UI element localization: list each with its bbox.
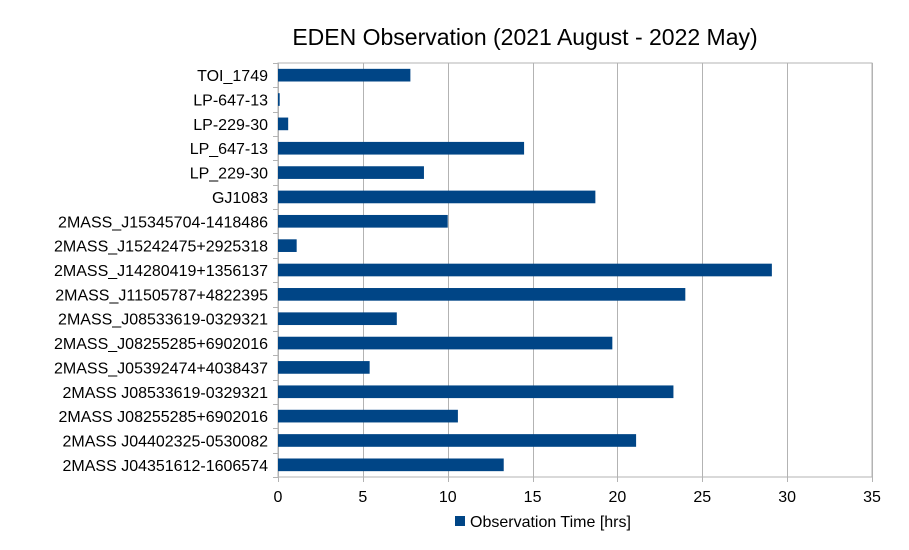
category-label: 2MASS_J11505787+4822395 <box>55 287 268 304</box>
category-label: TOI_1749 <box>197 68 268 85</box>
bar <box>278 361 370 374</box>
x-tick-label: 10 <box>439 489 457 506</box>
x-tick-label: 5 <box>358 489 367 506</box>
bar <box>278 214 448 228</box>
category-label: LP-647-13 <box>193 93 268 110</box>
category-label: 2MASS J08255285+6902016 <box>58 409 268 426</box>
bar <box>278 93 280 106</box>
legend: Observation Time [hrs] <box>455 514 631 531</box>
chart-title: EDEN Observation (2021 August - 2022 May… <box>292 24 757 50</box>
bar <box>278 190 596 204</box>
x-tick-label: 15 <box>524 489 542 506</box>
category-label: 2MASS_J08255285+6902016 <box>54 336 268 353</box>
category-label: LP_647-13 <box>190 141 268 158</box>
bar <box>278 288 686 301</box>
legend-swatch <box>455 516 465 526</box>
bar <box>278 434 637 447</box>
x-tick-labels: 0 5 10 15 20 25 30 35 <box>274 489 881 506</box>
category-label: 2MASS_J05392474+4038437 <box>54 360 268 377</box>
bar <box>278 263 772 277</box>
category-label: 2MASS J08533619-0329321 <box>63 385 269 402</box>
bar <box>278 239 297 252</box>
legend-label: Observation Time [hrs] <box>470 514 631 531</box>
bar <box>278 458 504 472</box>
bar <box>278 312 397 326</box>
bar <box>278 336 613 350</box>
bars <box>278 68 772 472</box>
bar <box>278 117 289 131</box>
category-label: 2MASS_J14280419+1356137 <box>54 263 268 280</box>
bar <box>278 385 674 399</box>
category-label: LP-229-30 <box>193 117 268 134</box>
category-labels: TOI_1749 LP-647-13 LP-229-30 LP_647-13 LP_22… <box>54 68 268 475</box>
category-label: 2MASS_J15345704-1418486 <box>58 214 268 231</box>
category-label: 2MASS J04351612-1606574 <box>63 458 269 475</box>
bar <box>278 409 458 423</box>
bar <box>278 68 411 82</box>
bar <box>278 141 525 155</box>
category-label: LP_229-30 <box>190 166 268 183</box>
x-tick-label: 25 <box>693 489 711 506</box>
category-label: 2MASS_J08533619-0329321 <box>58 312 268 329</box>
x-tick-label: 30 <box>778 489 796 506</box>
category-label: GJ1083 <box>212 190 268 207</box>
bar <box>278 166 424 179</box>
category-label: 2MASS_J15242475+2925318 <box>54 239 268 256</box>
x-tick-label: 35 <box>863 489 881 506</box>
x-tick-label: 20 <box>609 489 627 506</box>
x-tick-label: 0 <box>274 489 283 506</box>
category-label: 2MASS J04402325-0530082 <box>63 433 269 450</box>
